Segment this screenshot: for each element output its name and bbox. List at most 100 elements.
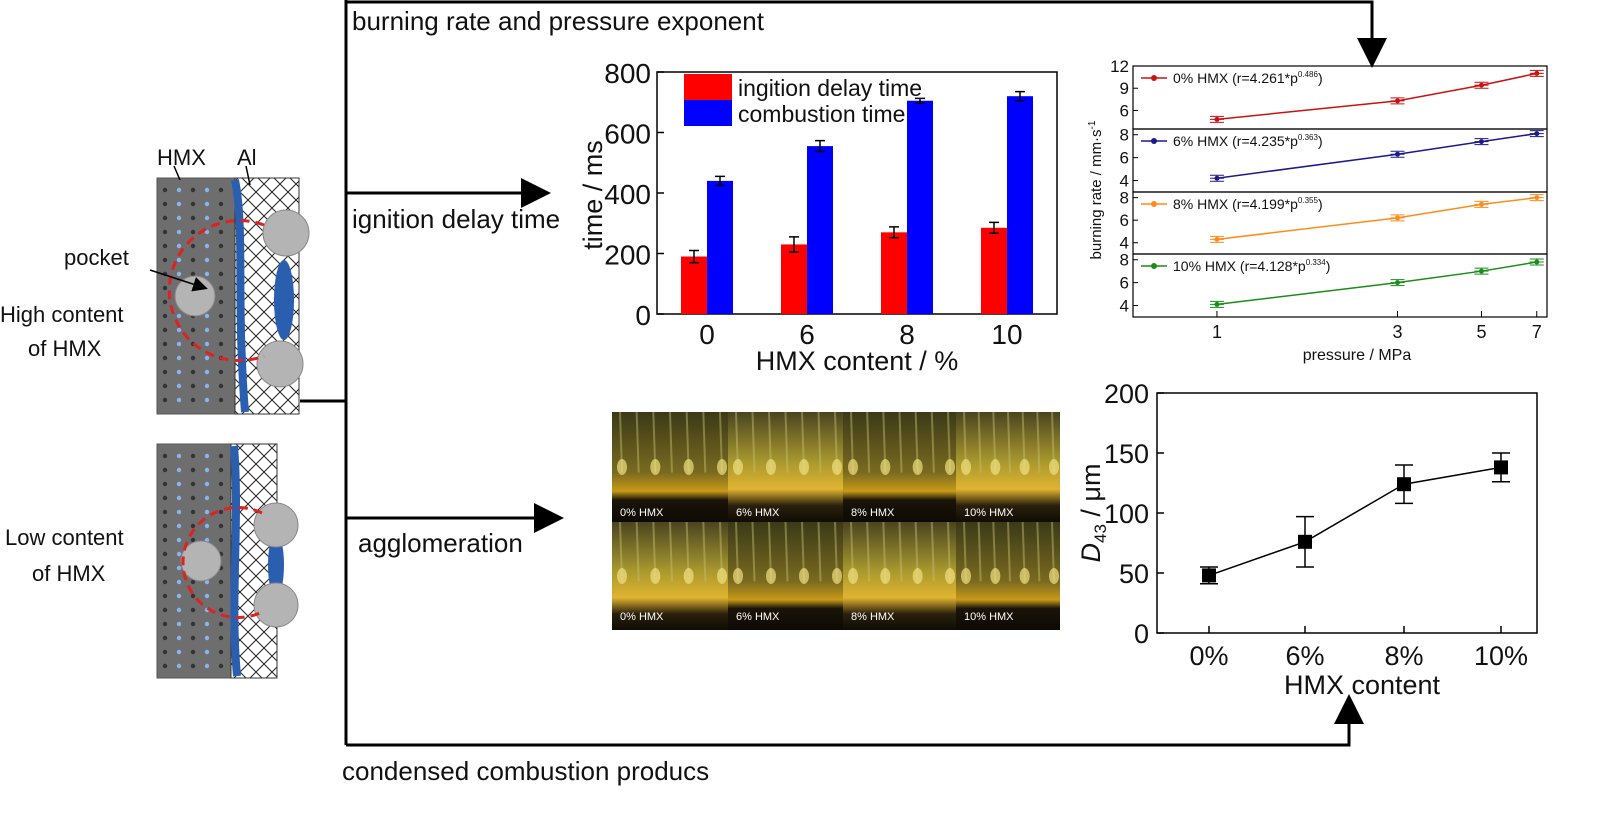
- agglomeration-photo: 8% HMX: [843, 521, 956, 630]
- photo-label: 10% HMX: [964, 507, 1014, 519]
- al-label: Al: [237, 145, 257, 170]
- rate-panel: 6 9 12 0% HMX (r=4.261*p0.486): [1110, 57, 1548, 130]
- hmx-dot: [190, 243, 196, 249]
- rate-y-tick-label: 4: [1120, 297, 1129, 316]
- hmx-dot: [204, 649, 210, 655]
- bar-x-tick-label: 6: [799, 319, 815, 350]
- hmx-dot: [190, 523, 196, 529]
- d43-y-tick-label: 150: [1104, 439, 1149, 469]
- rate-point: [1395, 215, 1401, 221]
- rate-point: [1214, 175, 1220, 181]
- hmx-dot: [176, 313, 182, 319]
- hmx-dot: [162, 383, 168, 389]
- hmx-dot: [190, 579, 196, 585]
- rate-y-axis-label: burning rate / mm·s-1: [1087, 120, 1105, 259]
- hmx-dot: [190, 327, 196, 333]
- hmx-dot: [190, 467, 196, 473]
- hmx-dot: [176, 551, 182, 557]
- flame-streak: [977, 521, 982, 582]
- hmx-dot: [218, 229, 224, 235]
- hmx-dot: [162, 187, 168, 193]
- burning-rate-label: burning rate and pressure exponent: [352, 6, 765, 36]
- hmx-dot: [204, 453, 210, 459]
- hmx-dot: [176, 327, 182, 333]
- hmx-dot: [176, 509, 182, 515]
- rate-series-line: [1216, 132, 1537, 179]
- bar-error-bar: [915, 97, 925, 104]
- rate-panel: 4 6 8 6% HMX (r=4.235*p0.363): [1120, 126, 1548, 193]
- droplet: [961, 459, 971, 475]
- flame-streak: [784, 411, 789, 473]
- photo-background: [728, 522, 843, 630]
- droplet: [717, 459, 727, 475]
- rate-legend-marker: [1151, 138, 1157, 144]
- hmx-dot: [162, 341, 168, 347]
- rate-panel-frame: [1132, 253, 1548, 318]
- rate-legend-marker: [1151, 75, 1157, 81]
- hmx-dot: [204, 243, 210, 249]
- flame-streak: [702, 521, 707, 582]
- bar-combustion: [907, 100, 933, 314]
- flame-streak: [751, 521, 756, 582]
- rate-x-tick-label: 5: [1476, 322, 1486, 342]
- rate-y-tick-label: 6: [1120, 274, 1129, 293]
- hmx-dot: [176, 579, 182, 585]
- hmx-dot: [190, 621, 196, 627]
- hmx-dot: [190, 663, 196, 669]
- low-content-label-1: Low content: [5, 525, 124, 550]
- droplet: [945, 568, 955, 584]
- legend-ignition: ingition delay time: [738, 75, 922, 101]
- droplet: [880, 459, 891, 475]
- flame-streak: [817, 521, 822, 582]
- hmx-dot: [218, 453, 224, 459]
- rate-point: [1214, 301, 1220, 307]
- rate-y-tick-label: 6: [1120, 211, 1129, 230]
- photo-label: 8% HMX: [851, 507, 895, 519]
- rate-point: [1214, 116, 1220, 122]
- hmx-dot: [190, 509, 196, 515]
- photo-background: [956, 412, 1060, 522]
- hmx-dot: [218, 299, 224, 305]
- hmx-dot: [162, 621, 168, 627]
- hmx-dot: [218, 621, 224, 627]
- hmx-dot: [162, 229, 168, 235]
- bar-y-tick-label: 800: [604, 58, 651, 89]
- rate-point: [1478, 139, 1484, 145]
- hmx-dot: [190, 495, 196, 501]
- legend-swatch-combustion: [684, 100, 732, 126]
- d43-y-tick-label: 200: [1104, 379, 1149, 409]
- flame-streak: [751, 411, 756, 473]
- photo-background: [843, 412, 956, 522]
- bar-x-axis-label: HMX content / %: [756, 346, 959, 376]
- rate-x-tick-label: 1: [1212, 322, 1222, 342]
- agglomeration-photo: 8% HMX: [843, 411, 956, 522]
- bar-ignition: [981, 227, 1007, 314]
- rate-y-tick-label: 4: [1120, 234, 1129, 253]
- hmx-dot: [190, 257, 196, 263]
- flame-streak: [784, 521, 789, 582]
- photo-background: [956, 522, 1060, 630]
- hmx-dot: [190, 537, 196, 543]
- hmx-dot: [204, 369, 210, 375]
- hmx-dot: [176, 243, 182, 249]
- hmx-dot: [204, 341, 210, 347]
- hmx-dot: [218, 467, 224, 473]
- hmx-dot: [162, 663, 168, 669]
- bar-error-bar: [789, 236, 799, 253]
- hmx-dot: [162, 285, 168, 291]
- droplet: [912, 459, 923, 475]
- hmx-dot: [218, 635, 224, 641]
- hmx-dot: [190, 649, 196, 655]
- rate-legend-label: 8% HMX (r=4.199*p0.355): [1173, 196, 1323, 212]
- hmx-dot: [218, 523, 224, 529]
- hmx-dot: [162, 509, 168, 515]
- hmx-dot: [204, 495, 210, 501]
- bar-y-tick-label: 400: [604, 179, 651, 210]
- d43-x-axis-label: HMX content: [1284, 670, 1441, 700]
- photo-label: 0% HMX: [620, 507, 664, 519]
- hmx-dot: [204, 257, 210, 263]
- hmx-dot: [162, 565, 168, 571]
- hmx-dot: [162, 481, 168, 487]
- hmx-dot: [176, 201, 182, 207]
